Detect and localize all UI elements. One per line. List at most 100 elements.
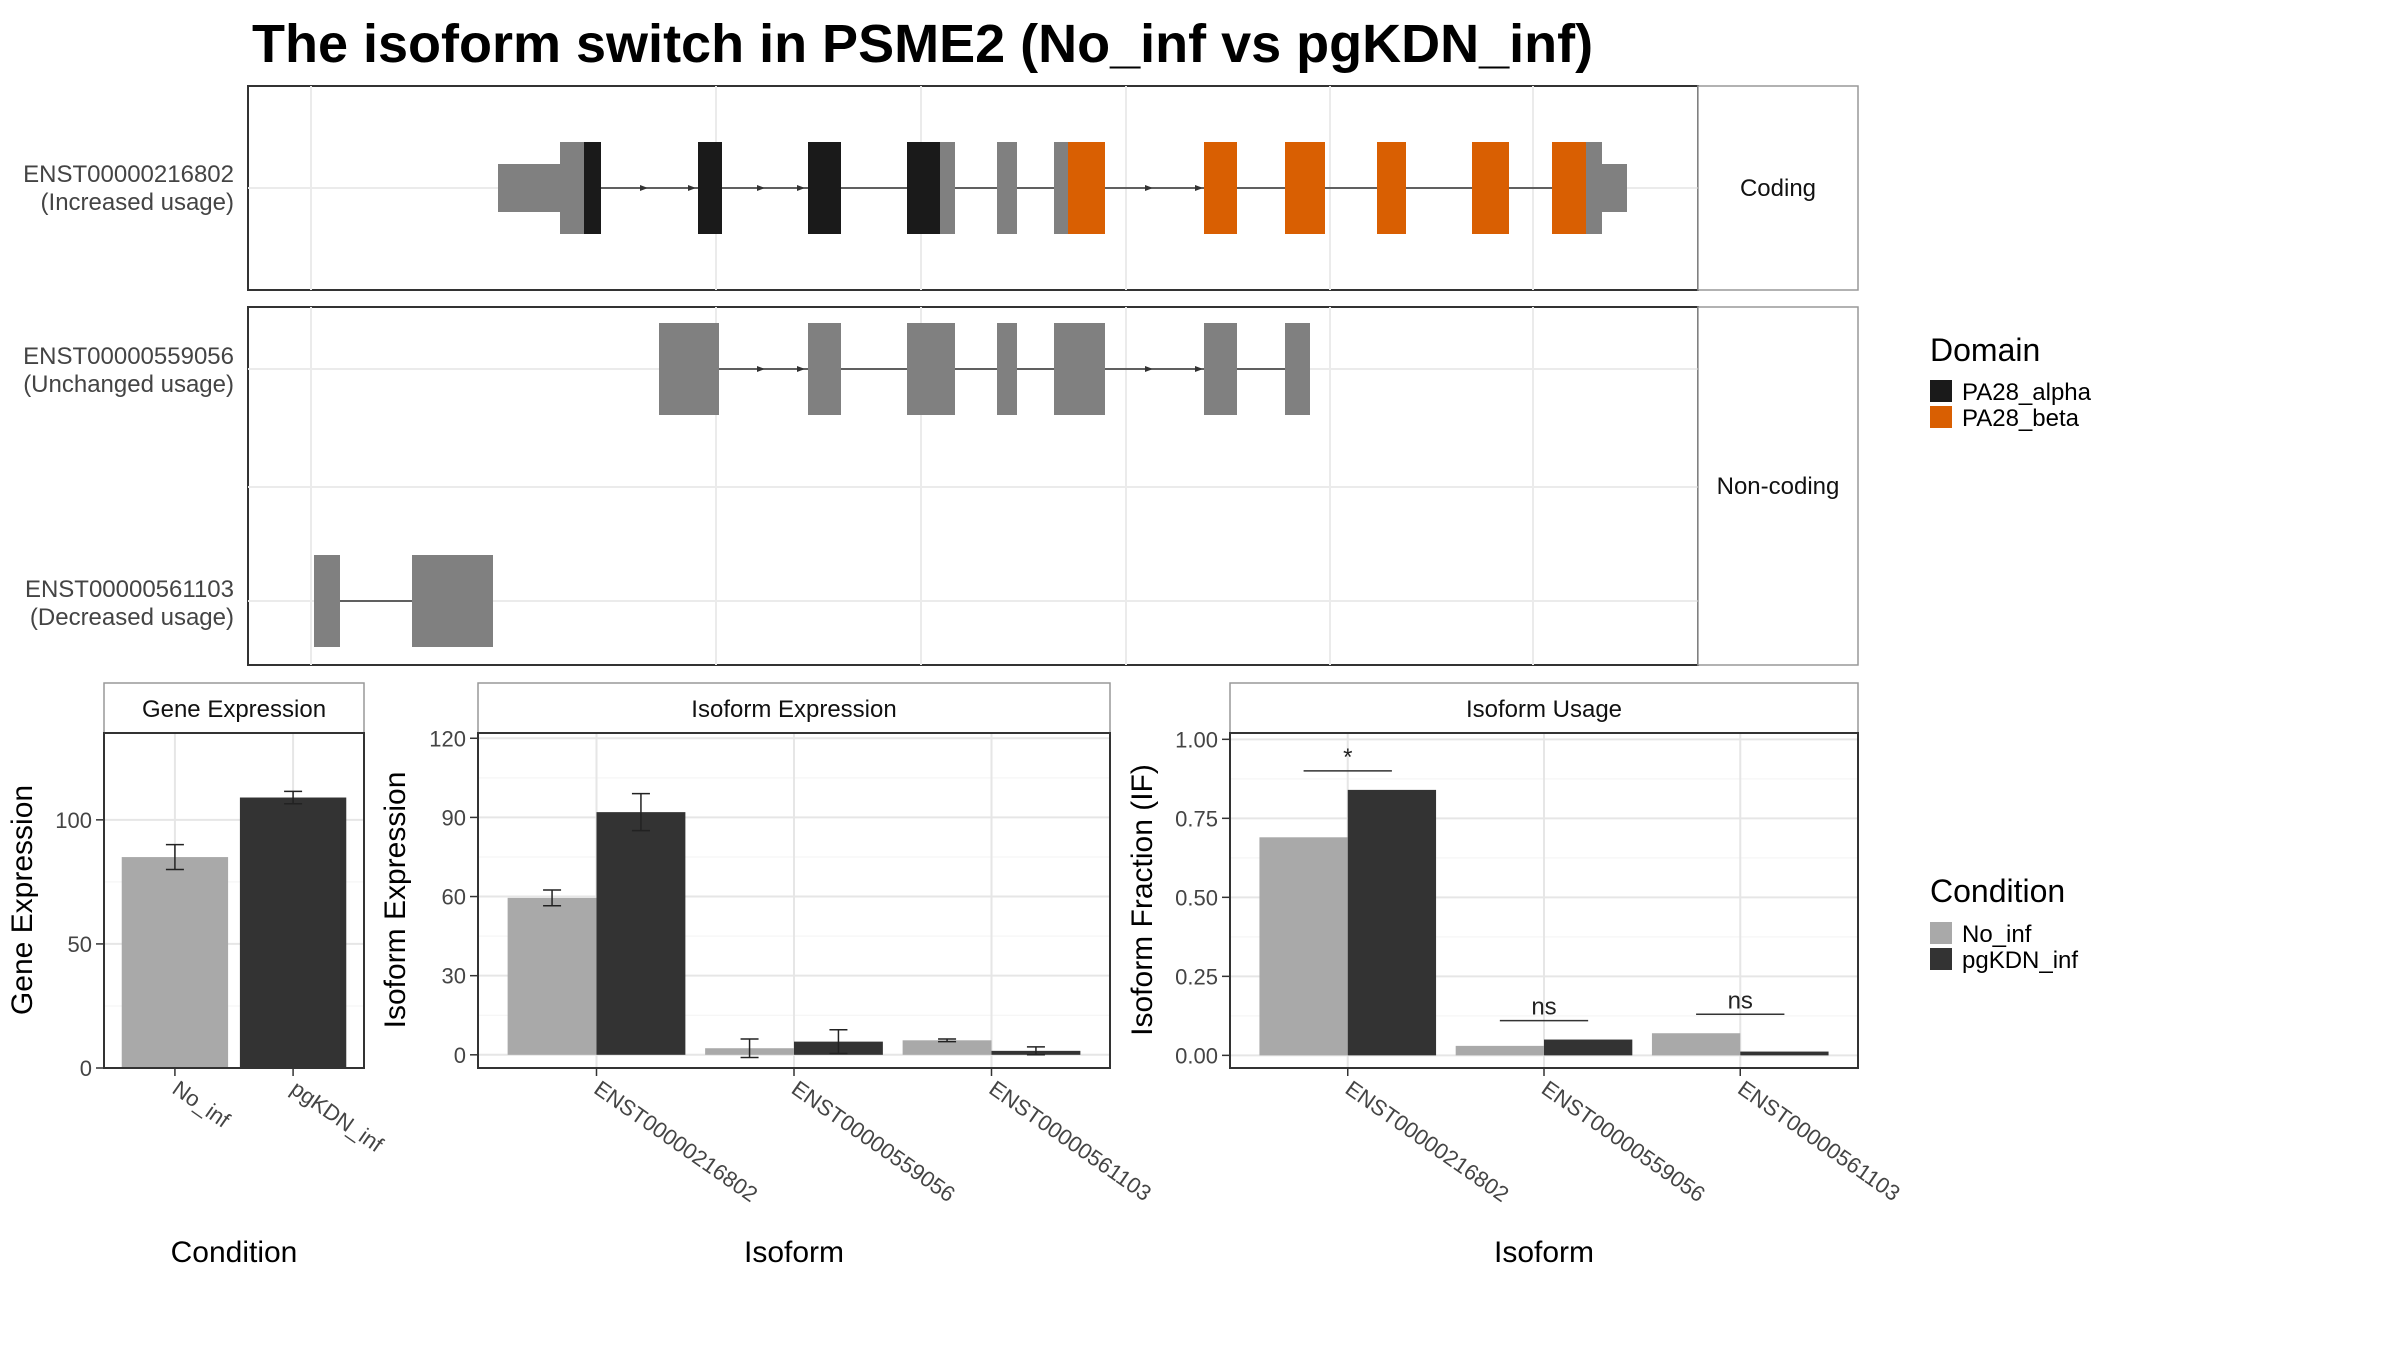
strand-arrow-icon xyxy=(1195,185,1203,191)
exon xyxy=(698,142,722,234)
chart-strip-label: Gene Expression xyxy=(142,696,326,723)
legend-swatch-pa28-beta xyxy=(1930,406,1952,428)
exon xyxy=(659,323,719,415)
facet-label-coding: Coding xyxy=(1740,175,1816,202)
isoform-label-usage: (Decreased usage) xyxy=(30,604,234,631)
bar-pgkdn-inf xyxy=(1544,1039,1633,1056)
exon xyxy=(1377,142,1406,234)
exon xyxy=(498,164,560,212)
isoform-labels: ENST00000216802 (Increased usage) ENST00… xyxy=(23,161,234,631)
x-axis-label: Isoform xyxy=(744,1236,844,1269)
transcript-panel-noncoding: Non-coding xyxy=(247,306,1859,666)
legend-label-pgkdn-inf: pgKDN_inf xyxy=(1962,947,2078,974)
x-tick-label: pgKDN_inf xyxy=(286,1076,388,1158)
bar-pgkdn-inf xyxy=(1740,1051,1829,1056)
legend-swatch-no-inf xyxy=(1930,922,1952,944)
significance-label: ns xyxy=(1531,994,1556,1021)
y-tick-label: 50 xyxy=(68,932,92,957)
isoform-usage-chart: Isoform Usage 0.00 0.25 0.50 0.75 1.00 * ns ns E… xyxy=(1126,682,1905,1269)
y-tick-label: 0 xyxy=(454,1043,466,1068)
strand-arrow-icon xyxy=(797,366,805,372)
chart-strip-label: Isoform Expression xyxy=(691,696,896,723)
bar xyxy=(239,797,347,1068)
domain-legend: Domain PA28_alpha PA28_beta xyxy=(1930,332,2092,432)
y-tick-label: 100 xyxy=(55,808,92,833)
legend-label-pa28-alpha: PA28_alpha xyxy=(1962,379,2092,406)
x-tick-label: ENST00000216802 xyxy=(590,1076,763,1207)
bar-no-inf xyxy=(1259,837,1348,1056)
exon xyxy=(997,323,1017,415)
y-tick-label: 0.00 xyxy=(1175,1043,1218,1068)
exon xyxy=(907,323,955,415)
isoform-label-usage: (Unchanged usage) xyxy=(23,371,234,398)
bar-no-inf xyxy=(1651,1033,1741,1056)
isoform-expression-chart: Isoform Expression 0 30 60 90 120 ENST0000021… xyxy=(379,682,1156,1269)
exon xyxy=(1068,142,1105,234)
y-tick-label: 0.75 xyxy=(1175,806,1218,831)
exon xyxy=(560,142,584,234)
exon xyxy=(1586,142,1602,234)
strand-arrow-icon xyxy=(797,185,805,191)
y-tick-label: 0 xyxy=(80,1056,92,1081)
bar-pgkdn-inf xyxy=(1347,789,1437,1056)
y-tick-label: 30 xyxy=(442,964,466,989)
chart-strip-label: Isoform Usage xyxy=(1466,696,1622,723)
exon xyxy=(1285,323,1310,415)
x-tick-label: ENST00000559056 xyxy=(787,1076,960,1207)
strand-arrow-icon xyxy=(1145,366,1153,372)
strand-arrow-icon xyxy=(640,185,648,191)
facet-label-noncoding: Non-coding xyxy=(1717,473,1840,500)
y-tick-label: 0.50 xyxy=(1175,885,1218,910)
y-tick-label: 1.00 xyxy=(1175,727,1218,752)
bar-no-inf xyxy=(507,897,597,1055)
y-tick-label: 90 xyxy=(442,805,466,830)
x-tick-label: No_inf xyxy=(168,1076,235,1133)
exon xyxy=(808,142,841,234)
transcript-panel-coding: Coding xyxy=(247,85,1859,291)
exon xyxy=(1054,323,1105,415)
y-tick-label: 0.25 xyxy=(1175,964,1218,989)
strand-arrow-icon xyxy=(757,366,765,372)
x-tick-label: ENST00000561103 xyxy=(1733,1076,1904,1206)
y-tick-label: 120 xyxy=(429,726,466,751)
x-tick-label: ENST00000559056 xyxy=(1537,1076,1710,1207)
strand-arrow-icon xyxy=(1195,366,1203,372)
strand-arrow-icon xyxy=(688,185,696,191)
exon xyxy=(997,142,1017,234)
legend-label-no-inf: No_inf xyxy=(1962,921,2032,948)
exon xyxy=(1552,142,1586,234)
y-axis-label: Isoform Expression xyxy=(379,772,412,1029)
y-axis-label: Gene Expression xyxy=(6,785,39,1015)
strand-arrow-icon xyxy=(1145,185,1153,191)
condition-legend-title: Condition xyxy=(1930,873,2065,909)
exon xyxy=(1054,142,1068,234)
isoform-label-id: ENST00000559056 xyxy=(23,343,234,370)
exon xyxy=(1285,142,1325,234)
bar-no-inf xyxy=(1455,1045,1544,1056)
figure-title: The isoform switch in PSME2 (No_inf vs p… xyxy=(252,14,1593,74)
bar-no-inf xyxy=(902,1040,992,1055)
strand-arrow-icon xyxy=(757,185,765,191)
significance-label: * xyxy=(1343,744,1352,771)
domain-legend-title: Domain xyxy=(1930,332,2040,368)
exon xyxy=(314,555,340,647)
bar-pgkdn-inf xyxy=(596,812,686,1055)
gene-expression-chart: Gene Expression 0 50 100 No_inf pgKDN_inf Co… xyxy=(6,682,388,1269)
legend-label-pa28-beta: PA28_beta xyxy=(1962,405,2080,432)
isoform-label-id: ENST00000216802 xyxy=(23,161,234,188)
significance-label: ns xyxy=(1728,987,1753,1014)
isoform-label-id: ENST00000561103 xyxy=(25,576,234,603)
exon xyxy=(412,555,493,647)
isoform-label-usage: (Increased usage) xyxy=(41,189,234,216)
legend-swatch-pgkdn-inf xyxy=(1930,948,1952,970)
y-tick-label: 60 xyxy=(442,885,466,910)
exon xyxy=(1204,142,1237,234)
exon xyxy=(907,142,940,234)
x-tick-label: ENST00000216802 xyxy=(1341,1076,1514,1207)
bar xyxy=(121,857,229,1068)
exon xyxy=(1602,164,1627,212)
x-tick-label: ENST00000561103 xyxy=(985,1076,1156,1206)
condition-legend: Condition No_inf pgKDN_inf xyxy=(1930,873,2078,974)
x-axis-label: Condition xyxy=(171,1236,298,1269)
